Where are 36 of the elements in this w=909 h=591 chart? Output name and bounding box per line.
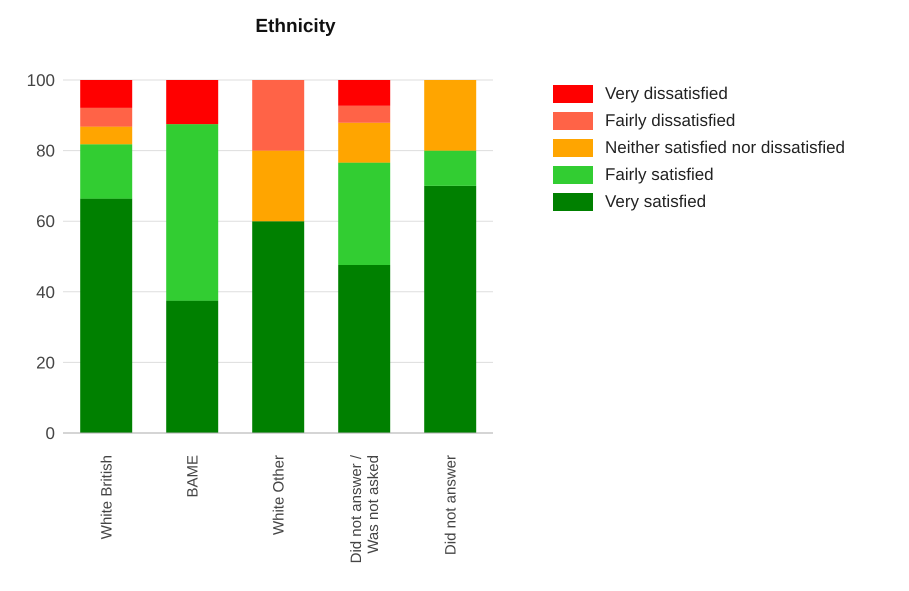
chart-title: Ethnicity xyxy=(254,16,337,38)
legend-label: Neither satisfied nor dissatisfied xyxy=(605,138,846,158)
bar xyxy=(338,122,390,163)
bar xyxy=(338,106,390,123)
x-tick-label: White Other xyxy=(270,455,288,536)
bar xyxy=(80,144,132,199)
bar xyxy=(166,80,218,124)
bar xyxy=(338,162,390,265)
bar xyxy=(166,124,218,301)
y-tick-label: 20 xyxy=(36,353,55,372)
legend-label: Very dissatisfied xyxy=(605,84,728,104)
bar xyxy=(424,150,476,186)
bar xyxy=(80,126,132,144)
x-tick-label: Did not answer / Was not asked xyxy=(348,454,382,564)
x-tick-label: Did not answer xyxy=(442,455,460,556)
bar xyxy=(80,198,132,433)
bar xyxy=(424,80,476,151)
x-tick-label: White British xyxy=(98,455,116,540)
bar xyxy=(166,300,218,433)
bar xyxy=(252,80,304,151)
bar xyxy=(338,80,390,106)
x-tick-label: BAME xyxy=(184,455,202,498)
bar xyxy=(252,150,304,222)
y-tick-label: 100 xyxy=(26,71,55,90)
y-tick-label: 80 xyxy=(36,142,55,161)
y-tick-label: 60 xyxy=(36,212,55,232)
legend-label: Fairly dissatisfied xyxy=(605,110,736,130)
y-tick-label: 0 xyxy=(46,424,55,444)
bar xyxy=(338,264,390,433)
bar xyxy=(424,186,476,433)
legend-label: Fairly satisfied xyxy=(605,164,714,184)
bar xyxy=(252,221,304,433)
bar xyxy=(80,108,132,127)
legend-label: Very satisfied xyxy=(605,192,706,212)
y-tick-label: 40 xyxy=(36,282,55,302)
bar xyxy=(80,80,132,108)
